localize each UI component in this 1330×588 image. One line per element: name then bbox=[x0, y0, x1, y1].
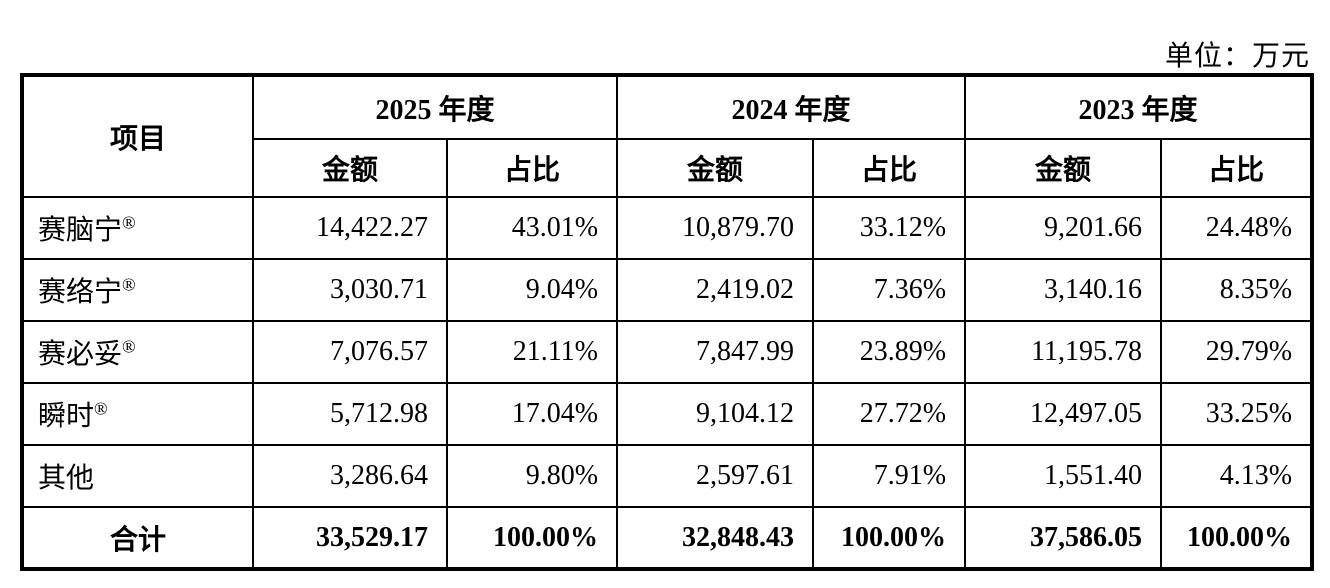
amount-cell: 2,419.02 bbox=[616, 258, 815, 322]
ratio-cell: 7.91% bbox=[812, 444, 967, 508]
total-amount-cell: 33,529.17 bbox=[252, 506, 448, 570]
amount-cell: 3,030.71 bbox=[252, 258, 448, 322]
amount-cell: 1,551.40 bbox=[964, 444, 1163, 508]
row-label: 赛脑宁® bbox=[21, 196, 254, 260]
row-label: 其他 bbox=[21, 444, 254, 508]
total-ratio-cell: 100.00% bbox=[445, 506, 619, 570]
product-name: 赛络宁 bbox=[38, 277, 123, 308]
header-row-subcolumns: 金额 占比 金额 占比 金额 占比 bbox=[22, 138, 1314, 198]
ratio-cell: 8.35% bbox=[1160, 258, 1314, 322]
ratio-cell: 23.89% bbox=[812, 320, 967, 384]
unit-label: 单位：万元 bbox=[1164, 41, 1310, 72]
amount-cell: 12,497.05 bbox=[964, 382, 1163, 446]
registered-trademark-mark: ® bbox=[94, 398, 108, 419]
registered-trademark-mark: ® bbox=[122, 274, 136, 295]
ratio-cell: 17.04% bbox=[445, 382, 619, 446]
ratio-cell: 9.80% bbox=[445, 444, 619, 508]
amount-cell: 9,104.12 bbox=[616, 382, 815, 446]
total-row: 合计 33,529.17 100.00% 32,848.43 100.00% 3… bbox=[21, 506, 1314, 570]
product-name: 赛必妥 bbox=[38, 339, 123, 370]
product-name: 赛脑宁 bbox=[38, 215, 123, 246]
registered-trademark-mark: ® bbox=[122, 336, 136, 357]
subheader-amount-2024: 金额 bbox=[616, 138, 815, 198]
header-row-years: 项目 2025 年度 2024 年度 2023 年度 bbox=[21, 74, 1314, 198]
header-year-2025: 2025 年度 bbox=[251, 74, 619, 140]
amount-cell: 7,847.99 bbox=[616, 320, 815, 384]
ratio-cell: 24.48% bbox=[1160, 196, 1314, 260]
header-year-2024: 2024 年度 bbox=[616, 74, 967, 140]
product-name: 其他 bbox=[38, 463, 95, 494]
subheader-ratio-2023: 占比 bbox=[1160, 138, 1314, 198]
header-item: 项目 bbox=[21, 74, 254, 198]
table-row: 赛必妥® 7,076.57 21.11% 7,847.99 23.89% 11,… bbox=[21, 320, 1314, 384]
ratio-cell: 43.01% bbox=[445, 196, 619, 260]
subheader-amount-2025: 金额 bbox=[252, 138, 448, 198]
table-row: 其他 3,286.64 9.80% 2,597.61 7.91% 1,551.4… bbox=[21, 444, 1314, 508]
total-amount-cell: 37,586.05 bbox=[964, 506, 1163, 570]
subheader-ratio-2024: 占比 bbox=[812, 138, 967, 198]
subheader-amount-2023: 金额 bbox=[964, 138, 1163, 198]
ratio-cell: 9.04% bbox=[445, 258, 619, 322]
registered-trademark-mark: ® bbox=[122, 212, 136, 233]
ratio-cell: 4.13% bbox=[1160, 444, 1314, 508]
ratio-cell: 29.79% bbox=[1160, 320, 1314, 384]
header-year-2023: 2023 年度 bbox=[964, 74, 1314, 140]
table-row: 赛络宁® 3,030.71 9.04% 2,419.02 7.36% 3,140… bbox=[21, 258, 1314, 322]
total-ratio-cell: 100.00% bbox=[1160, 506, 1314, 570]
table-row: 赛脑宁® 14,422.27 43.01% 10,879.70 33.12% 9… bbox=[21, 196, 1314, 260]
table-row: 瞬时® 5,712.98 17.04% 9,104.12 27.72% 12,4… bbox=[21, 382, 1314, 446]
row-label: 赛络宁® bbox=[21, 258, 254, 322]
amount-cell: 3,140.16 bbox=[964, 258, 1163, 322]
amount-cell: 9,201.66 bbox=[964, 196, 1163, 260]
ratio-cell: 33.25% bbox=[1160, 382, 1314, 446]
row-label: 瞬时® bbox=[21, 382, 254, 446]
amount-cell: 10,879.70 bbox=[616, 196, 815, 260]
ratio-cell: 21.11% bbox=[445, 320, 619, 384]
amount-cell: 7,076.57 bbox=[252, 320, 448, 384]
amount-cell: 14,422.27 bbox=[252, 196, 448, 260]
amount-cell: 5,712.98 bbox=[252, 382, 448, 446]
revenue-by-product-table: 项目 2025 年度 2024 年度 2023 年度 金额 占比 金额 占比 金… bbox=[20, 73, 1315, 571]
subheader-ratio-2025: 占比 bbox=[445, 138, 619, 198]
product-name: 瞬时 bbox=[38, 401, 95, 432]
total-ratio-cell: 100.00% bbox=[812, 506, 967, 570]
ratio-cell: 27.72% bbox=[812, 382, 967, 446]
ratio-cell: 7.36% bbox=[812, 258, 967, 322]
amount-cell: 3,286.64 bbox=[252, 444, 448, 508]
row-label: 赛必妥® bbox=[21, 320, 254, 384]
amount-cell: 2,597.61 bbox=[616, 444, 815, 508]
total-label: 合计 bbox=[21, 506, 254, 570]
amount-cell: 11,195.78 bbox=[964, 320, 1163, 384]
ratio-cell: 33.12% bbox=[812, 196, 967, 260]
total-amount-cell: 32,848.43 bbox=[616, 506, 815, 570]
